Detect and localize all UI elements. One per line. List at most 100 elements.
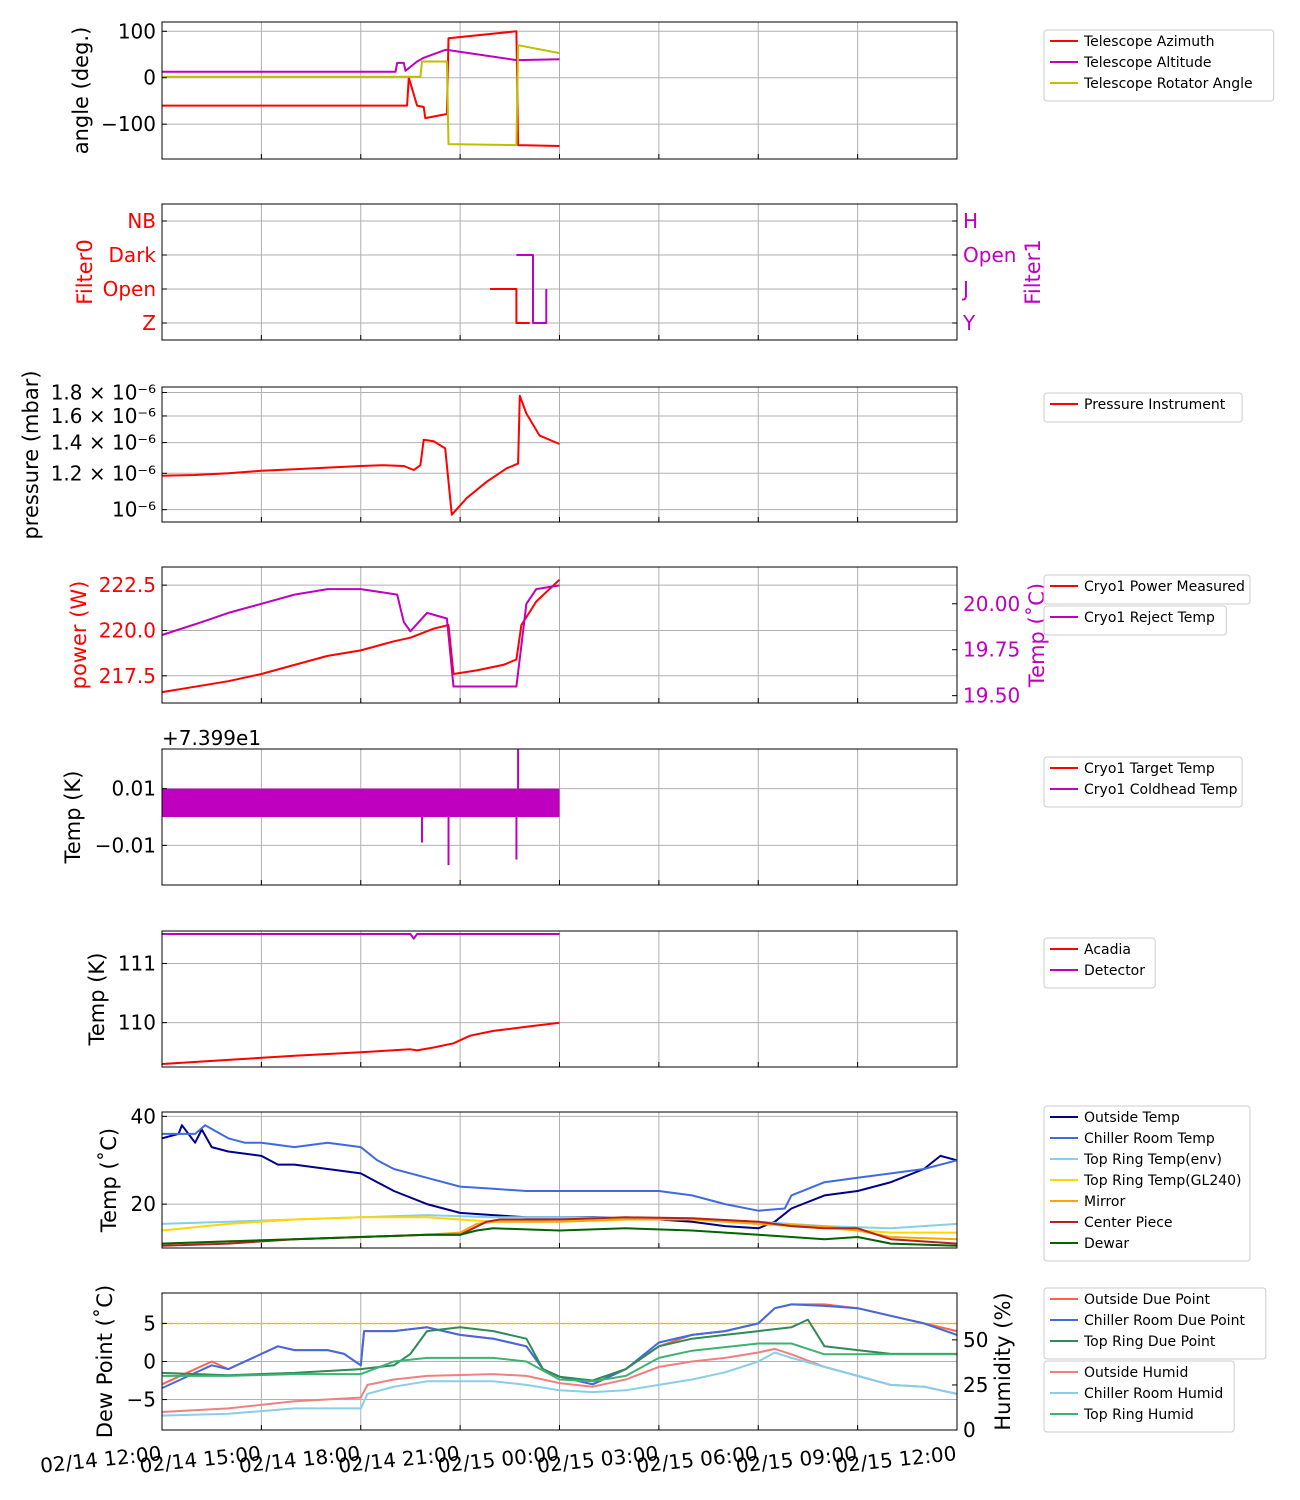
series-line-chiller-room-humid (161, 1351, 958, 1417)
y-tick-label: 5 (143, 1311, 156, 1335)
y-tick-label: 20 (131, 1192, 156, 1216)
legend-label: Chiller Room Humid (1084, 1386, 1223, 1402)
y-tick-label-right: 25 (963, 1373, 988, 1397)
y-tick-label: 111 (118, 952, 156, 976)
legend-box (1043, 1360, 1235, 1433)
y-tick-label-right: Y (962, 311, 976, 335)
legend-label: Detector (1084, 963, 1145, 979)
series-line-telescope-rotator-angle (162, 44, 560, 147)
series-line-cryo1-power-measured (161, 578, 561, 694)
panel-acadia_detector: 111 110 Temp (K) Acadia Detector (85, 930, 1156, 1068)
y-tick-label-right: 19.75 (963, 638, 1020, 662)
y-tick-label: Open (103, 277, 156, 301)
series-line-outside-temp (161, 1124, 958, 1230)
y-tick-label: 0 (143, 1350, 156, 1374)
y-tick-label: 110 (118, 1011, 156, 1035)
series-line-top-ring-humid (162, 1342, 957, 1383)
y-axis-label: Filter0 (73, 239, 97, 304)
y-tick-label: 1.2 × 10⁻⁶ (51, 461, 156, 485)
y-tick-label: −0.01 (95, 833, 156, 857)
legend-label: Telescope Azimuth (1083, 34, 1214, 50)
y-tick-label-right: H (963, 209, 978, 233)
series-band-coldhead (162, 788, 560, 817)
y-tick-label: 1.4 × 10⁻⁶ (51, 431, 156, 455)
legend-label: Chiller Room Temp (1084, 1131, 1215, 1147)
series-line-chiller-room-due-point (161, 1303, 958, 1390)
series-line-top-ring-due-point (161, 1318, 957, 1382)
legend-box (1043, 392, 1243, 423)
y-tick-label: 1.8 × 10⁻⁶ (51, 380, 156, 404)
legend-label: Cryo1 Reject Temp (1084, 610, 1215, 626)
legend-label: Pressure Instrument (1084, 397, 1226, 413)
y-tick-label-right: 20.00 (963, 592, 1020, 616)
y-tick-label-right: 0 (963, 1418, 976, 1442)
panel-filters: NB Dark Open Z H Open JY Filter0 Filter1 (73, 203, 1045, 341)
legend-label: Acadia (1084, 942, 1131, 958)
y-tick-label: 100 (118, 19, 156, 43)
legend-label: Outside Due Point (1084, 1292, 1211, 1308)
legend-box (1043, 1287, 1267, 1360)
legend-label: Top Ring Temp(env) (1083, 1152, 1222, 1168)
y-tick-label: NB (127, 209, 156, 233)
legend-box (1043, 1105, 1251, 1262)
panel-outdoor: 40 20 Temp (˚C) Outside Temp Chiller Room Te… (97, 1104, 1251, 1262)
y-tick-label-right: Open (963, 243, 1016, 267)
y-tick-label: Z (142, 311, 156, 335)
y-axis-label: Temp (K) (85, 953, 109, 1047)
legend-label: Top Ring Due Point (1083, 1334, 1216, 1350)
legend-label: Cryo1 Power Measured (1084, 579, 1245, 595)
panel-telescope: 100 0 −100 angle (deg.) Telescope Azimuth Tel… (69, 19, 1275, 160)
legend-label: Cryo1 Coldhead Temp (1084, 782, 1238, 798)
series-line-detector (162, 933, 560, 940)
y-axis-label-right: Filter1 (1021, 239, 1045, 304)
series-line-chiller-room-temp (162, 1124, 958, 1212)
series-line-filter1 (516, 254, 548, 324)
y-tick-label: 1.6 × 10⁻⁶ (51, 404, 156, 428)
y-axis-label: Temp (˚C) (97, 1128, 121, 1233)
series-line-telescope-altitude (162, 48, 560, 73)
legend-box (1043, 574, 1251, 605)
y-axis-label: power (W) (67, 581, 91, 690)
series-line-cryo1-reject-temp (161, 584, 560, 688)
y-axis-label: Temp (K) (61, 771, 85, 865)
legend-label: Outside Temp (1084, 1110, 1180, 1126)
legend-label: Top Ring Temp(GL240) (1083, 1173, 1242, 1189)
legend-label: Outside Humid (1084, 1365, 1188, 1381)
legend-label: Dewar (1084, 1236, 1129, 1252)
series-line-pressure-instrument (161, 394, 560, 516)
y-tick-label-right: 19.50 (963, 684, 1020, 708)
legend-label: Cryo1 Target Temp (1084, 761, 1215, 777)
legend-label: Telescope Rotator Angle (1083, 76, 1253, 92)
legend-label: Center Piece (1084, 1215, 1173, 1231)
panel-cryo_temp: 0.01 −0.01 Temp (K) +7.399e1 Cryo1 Target Te… (61, 726, 1243, 886)
y-axis-label: Dew Point (˚C) (93, 1285, 117, 1438)
series-line-dewar (161, 1227, 958, 1247)
y-tick-label: 217.5 (99, 664, 156, 688)
legend-label: Telescope Altitude (1083, 55, 1212, 71)
series-line-filter0 (489, 288, 530, 324)
y-tick-label: −5 (127, 1388, 156, 1412)
panel-pressure: 1.8 × 10⁻⁶1.6 × 10⁻⁶ 1.4 × 10⁻⁶ 1.2 × 10⁻⁶… (19, 370, 1243, 540)
offset-label: +7.399e1 (162, 726, 261, 750)
y-tick-label: 10⁻⁶ (112, 498, 156, 522)
legend-label: Mirror (1084, 1194, 1125, 1210)
legend-box (1043, 29, 1275, 102)
y-axis-label: pressure (mbar) (19, 370, 43, 539)
legend-box (1043, 756, 1243, 808)
y-tick-label: −100 (101, 112, 156, 136)
y-tick-label: 40 (131, 1104, 156, 1128)
legend-label: Chiller Room Due Point (1084, 1313, 1245, 1329)
y-tick-label: 0 (143, 66, 156, 90)
y-tick-label: 0.01 (111, 777, 156, 801)
legend-box (1043, 605, 1227, 636)
y-tick-label: 222.5 (99, 573, 156, 597)
y-tick-label: Dark (109, 243, 157, 267)
legend-box (1043, 937, 1156, 989)
series-line-acadia (161, 1021, 560, 1065)
legend-label: Top Ring Humid (1083, 1407, 1194, 1423)
y-tick-label: 220.0 (99, 618, 156, 642)
y-tick-label-right: 50 (963, 1328, 988, 1352)
